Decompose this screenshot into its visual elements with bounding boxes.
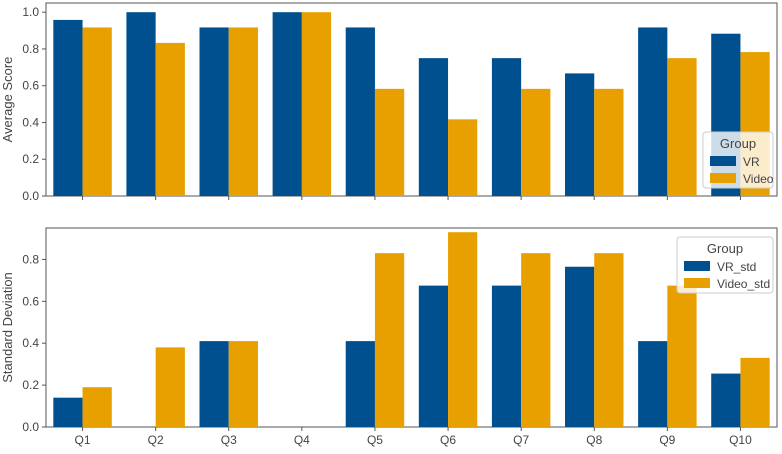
- bar-video-std-q1: [82, 387, 112, 427]
- legend: Group VR_std Video_std: [676, 236, 774, 294]
- bar-video-std-q7: [521, 253, 551, 427]
- y-tick-label: 0.2: [22, 378, 39, 392]
- bar-vr-q9: [638, 27, 668, 197]
- chart-panel-1: 0.0 0.2 0.4 0.6 0.8 1.0 Average Score Group VR Vi…: [0, 2, 778, 203]
- bar-vr-q8: [565, 73, 595, 196]
- plot-frame: [45, 2, 778, 197]
- bar-vr-std-q10: [711, 373, 741, 427]
- bar-vr-std-q8: [565, 266, 595, 427]
- bar-vr-std-q3: [199, 341, 229, 427]
- y-tick-label: 0.4: [22, 336, 39, 350]
- bar-video-std-q9: [667, 285, 697, 427]
- legend-title: Group: [720, 136, 756, 151]
- x-tick-label: Q10: [729, 433, 752, 447]
- bar-video-q3: [228, 27, 258, 197]
- chart-panel-2: 0.0 0.2 0.4 0.6 0.8 Standard Deviation Q1 Q2 Q3 Q…: [0, 227, 778, 447]
- bar-vr-q4: [272, 12, 302, 196]
- bar-vr-q3: [199, 27, 229, 197]
- x-tick-label: Q9: [659, 433, 675, 447]
- bar-video-q5: [374, 88, 405, 196]
- legend: Group VR Video: [702, 131, 774, 189]
- bar-video-std-q3: [228, 341, 258, 427]
- x-tick-label: Q1: [75, 433, 91, 447]
- legend-label-vr: VR: [743, 155, 760, 169]
- legend-swatch-vr-std: [684, 261, 710, 271]
- bar-vr-std-q6: [418, 285, 449, 427]
- y-tick-label: 0.0: [22, 420, 39, 434]
- bar-video-std-q6: [448, 232, 478, 427]
- y-tick-label: 0.8: [22, 42, 39, 56]
- bar-vr-q6: [418, 58, 449, 196]
- bar-video-std-q8: [594, 253, 624, 427]
- y-tick-label: 0.8: [22, 252, 39, 266]
- bar-vr-q1: [53, 19, 83, 196]
- legend-label-video-std: Video_std: [717, 277, 770, 291]
- y-tick-label: 0.4: [22, 115, 39, 129]
- legend-label-video: Video: [743, 172, 774, 186]
- x-tick-label: Q6: [440, 433, 456, 447]
- x-tick-label: Q4: [294, 433, 310, 447]
- x-tick-label: Q5: [367, 433, 383, 447]
- legend-swatch-video-std: [684, 278, 710, 288]
- bar-video-q4: [301, 12, 332, 196]
- bar-video-std-q5: [374, 253, 405, 427]
- y-axis-label: Standard Deviation: [0, 272, 15, 383]
- x-tick-label: Q8: [586, 433, 602, 447]
- y-tick-label: 0.0: [22, 189, 39, 203]
- legend-swatch-vr: [710, 156, 736, 166]
- bar-vr-std-q1: [53, 397, 83, 427]
- x-tick-label: Q2: [148, 433, 164, 447]
- bar-video-std-q10: [740, 357, 770, 427]
- plot-frame: [45, 227, 778, 428]
- bar-video-q6: [448, 119, 478, 196]
- bar-video-q8: [594, 88, 624, 196]
- x-tick-label: Q7: [513, 433, 529, 447]
- x-tick-label: Q3: [221, 433, 237, 447]
- y-axis-label: Average Score: [0, 57, 15, 143]
- y-tick-label: 0.2: [22, 152, 39, 166]
- bar-video-q1: [82, 27, 112, 197]
- bar-video-q7: [521, 88, 551, 196]
- bar-video-q2: [155, 42, 185, 196]
- legend-title: Group: [707, 241, 743, 256]
- y-tick-label: 0.6: [22, 79, 39, 93]
- y-tick-label: 1.0: [22, 5, 39, 19]
- bar-vr-q7: [491, 58, 522, 196]
- legend-label-vr-std: VR_std: [717, 260, 756, 274]
- bar-vr-std-q5: [345, 341, 375, 427]
- bar-video-q9: [667, 58, 697, 196]
- bar-vr-q2: [126, 12, 156, 196]
- bar-vr-std-q9: [638, 341, 668, 427]
- y-tick-label: 0.6: [22, 294, 39, 308]
- bar-vr-std-q7: [491, 285, 522, 427]
- bar-vr-q5: [345, 27, 375, 197]
- legend-swatch-video: [710, 173, 736, 183]
- bar-video-std-q2: [155, 347, 185, 427]
